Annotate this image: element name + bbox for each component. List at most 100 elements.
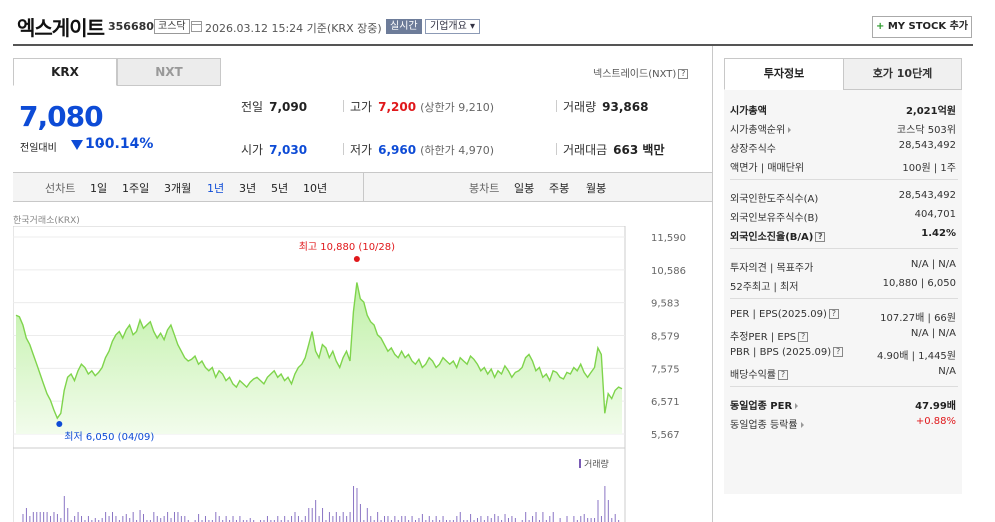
volume-bar	[349, 512, 351, 522]
y-tick-label: 8,579	[651, 332, 680, 343]
candle-weekly[interactable]: 주봉	[549, 182, 570, 195]
candle-daily[interactable]: 일봉	[514, 182, 535, 195]
volume-bar	[356, 488, 358, 522]
info-row: 상장주식수 28,543,492	[730, 138, 958, 156]
divider	[730, 386, 958, 387]
help-icon[interactable]: ?	[778, 370, 788, 380]
volume-bar	[32, 512, 34, 522]
y-tick-label: 6,571	[651, 397, 680, 408]
lower-limit: (하한가 4,970)	[420, 144, 494, 157]
tab-nxt[interactable]: NXT	[117, 58, 221, 86]
volume-bar	[194, 520, 196, 522]
volume-bar	[507, 518, 509, 522]
volume-bar	[163, 516, 165, 522]
info-label[interactable]: 동일업종 PER	[730, 397, 799, 412]
volume-bar	[229, 520, 231, 522]
volume-bar	[222, 520, 224, 522]
company-overview-button[interactable]: 기업개요 ▾	[425, 19, 481, 34]
period-1d[interactable]: 1일	[90, 182, 108, 195]
info-value: 28,543,492	[898, 190, 956, 201]
investment-info-panel: 투자정보 호가 10단계 시가총액 2,021억원 시가총액순위 코스닥 503위 상장…	[712, 46, 973, 522]
period-3y[interactable]: 3년	[239, 182, 257, 195]
volume-bar	[53, 512, 55, 522]
y-tick-label: 10,586	[651, 266, 686, 277]
add-my-stock-button[interactable]: + MY STOCK 추가	[872, 16, 972, 38]
volume-bar	[545, 520, 547, 522]
volume-bar	[125, 514, 127, 522]
volume-bar	[483, 520, 485, 522]
volume-bar	[525, 512, 527, 522]
volume-bar	[297, 516, 299, 522]
nextrade-link[interactable]: 넥스트레이드(NXT)?	[593, 65, 689, 80]
volume-bar	[415, 520, 417, 522]
nextrade-label: 넥스트레이드(NXT)	[593, 69, 677, 80]
volume-bar	[552, 512, 554, 522]
tab-krx[interactable]: KRX	[13, 58, 117, 86]
volume-bar	[132, 512, 134, 522]
stat-open: 시가 7,030	[241, 141, 307, 158]
info-label: 배당수익률?	[730, 366, 788, 381]
period-5y[interactable]: 5년	[271, 182, 289, 195]
help-icon[interactable]: ?	[798, 332, 809, 342]
info-label: 외국인한도주식수(A)	[730, 194, 819, 205]
volume-bar	[280, 520, 282, 522]
info-label[interactable]: 시가총액순위	[730, 121, 792, 136]
candle-monthly[interactable]: 월봉	[586, 182, 607, 195]
period-10y[interactable]: 10년	[303, 182, 328, 195]
chevron-down-icon: ▾	[470, 21, 476, 32]
volume-bar	[342, 512, 344, 522]
volume-bar	[287, 520, 289, 522]
period-1w[interactable]: 1주일	[122, 182, 150, 195]
period-1y[interactable]: 1년	[207, 182, 225, 195]
volume-bar	[370, 516, 372, 522]
volume-bar	[81, 516, 83, 522]
info-row: 외국인보유주식수(B) 404,701	[730, 207, 958, 225]
info-value: +0.88%	[915, 416, 956, 427]
divider	[343, 100, 344, 112]
volume-bar	[445, 520, 447, 522]
volume-bar	[576, 520, 578, 522]
volume-bar	[142, 514, 144, 522]
volume-bar	[263, 520, 265, 522]
period-3m[interactable]: 3개월	[164, 182, 192, 195]
volume-bar	[284, 516, 286, 522]
exchange-tabs: KRX NXT	[13, 58, 222, 86]
volume-bar	[580, 516, 582, 522]
volume-bar	[77, 512, 79, 522]
help-icon[interactable]: ?	[678, 69, 689, 79]
info-row: 투자의견 | 목표주가 N/A | N/A	[730, 257, 958, 275]
info-label[interactable]: 동일업종 등락률	[730, 416, 804, 431]
volume-bar	[235, 520, 237, 522]
volume-bar	[328, 512, 330, 522]
stock-code: 356680	[108, 20, 154, 33]
volume-bar	[618, 520, 620, 522]
info-label: PER | EPS(2025.09)?	[730, 309, 839, 320]
help-icon[interactable]: ?	[815, 232, 826, 242]
volume-bar	[204, 516, 206, 522]
volume-bar	[46, 512, 48, 522]
volume-bar	[408, 520, 410, 522]
tab-orderbook[interactable]: 호가 10단계	[843, 58, 962, 90]
volume-bar	[418, 518, 420, 522]
stat-value: 93,868	[602, 100, 649, 114]
price-chart[interactable]: 11,590 10,586 9,583 8,579 7,575 6,571 5,567 최고 …	[13, 226, 703, 522]
volume-bar	[232, 516, 234, 522]
help-icon[interactable]: ?	[828, 309, 839, 319]
info-label: 외국인보유주식수(B)	[730, 213, 819, 224]
volume-bar	[101, 518, 103, 522]
tab-investment-info[interactable]: 투자정보	[724, 58, 844, 90]
volume-bar	[425, 520, 427, 522]
volume-bar	[394, 516, 396, 522]
volume-bar	[494, 514, 496, 522]
volume-bar	[380, 520, 382, 522]
volume-bar	[559, 518, 561, 522]
volume-bar	[421, 514, 423, 522]
volume-bar	[39, 512, 41, 522]
volume-bar	[218, 516, 220, 522]
volume-bar	[87, 516, 89, 522]
volume-bar	[600, 516, 602, 522]
info-value: 28,543,492	[898, 140, 956, 151]
stat-prev-close: 전일 7,090	[241, 98, 307, 115]
help-icon[interactable]: ?	[833, 347, 844, 357]
volume-bar	[387, 516, 389, 522]
